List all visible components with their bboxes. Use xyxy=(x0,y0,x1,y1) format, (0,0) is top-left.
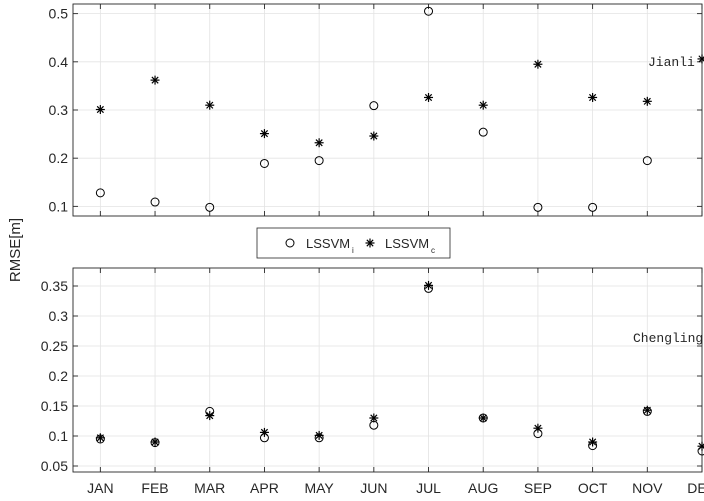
point-lssvm-i xyxy=(150,197,160,207)
point-lssvm-c xyxy=(697,441,704,451)
x-tick-label: NOV xyxy=(632,480,663,496)
point-lssvm-c xyxy=(478,100,488,110)
x-tick-label: SEP xyxy=(524,480,552,496)
jianli-panel: 0.1 0.2 0.3 0.4 0.5 Jianli xyxy=(49,3,704,217)
x-tick-label: OCT xyxy=(578,480,608,496)
point-lssvm-c xyxy=(369,131,379,141)
point-lssvm-c xyxy=(95,433,105,443)
legend-sub-i: i xyxy=(352,246,354,255)
point-lssvm-c xyxy=(95,105,105,115)
point-lssvm-c xyxy=(642,405,652,415)
y-tick-label: 0.4 xyxy=(49,54,69,70)
point-lssvm-c xyxy=(314,430,324,440)
point-lssvm-c xyxy=(424,92,434,102)
axes-frame xyxy=(72,267,703,473)
point-lssvm-c xyxy=(369,413,379,423)
point-lssvm-i xyxy=(697,446,704,456)
point-lssvm-c xyxy=(150,75,160,85)
y-tick-label: 0.1 xyxy=(49,198,69,214)
y-tick-label: 0.2 xyxy=(49,150,69,166)
point-lssvm-i xyxy=(588,202,598,212)
y-tick-label: 0.35 xyxy=(41,278,68,294)
point-lssvm-c xyxy=(314,138,324,148)
point-lssvm-i xyxy=(314,156,324,166)
x-tick-label: MAY xyxy=(304,480,334,496)
point-lssvm-c xyxy=(205,411,215,421)
point-lssvm-c xyxy=(533,59,543,69)
x-tick-label: JAN xyxy=(87,480,113,496)
point-lssvm-c xyxy=(478,413,488,423)
point-lssvm-c xyxy=(150,437,160,447)
point-lssvm-c xyxy=(642,96,652,106)
station-annotation: Jianli xyxy=(648,55,695,70)
x-tick-label: JUN xyxy=(360,480,387,496)
legend-box xyxy=(256,227,451,259)
x-tick-label: MAR xyxy=(194,480,225,496)
point-lssvm-c xyxy=(259,427,269,437)
legend-asterisk-shape xyxy=(365,238,375,248)
x-tick-label: DEC xyxy=(687,480,704,496)
point-lssvm-i xyxy=(478,127,488,137)
point-lssvm-i xyxy=(533,202,543,212)
y-tick-label: 0.3 xyxy=(49,308,69,324)
point-lssvm-c xyxy=(424,280,434,290)
y-tick-label: 0.3 xyxy=(49,102,69,118)
legend-label-lssvm-i: LSSVM xyxy=(306,236,350,251)
station-annotation: Chenglingj xyxy=(633,331,704,346)
point-lssvm-c xyxy=(697,54,704,64)
y-tick-label: 0.25 xyxy=(41,338,68,354)
point-lssvm-c xyxy=(588,437,598,447)
legend-sub-c: c xyxy=(431,246,435,255)
point-lssvm-i xyxy=(424,6,434,16)
y-tick-label: 0.5 xyxy=(49,6,69,22)
legend-label-lssvm-c: LSSVM xyxy=(385,236,429,251)
y-axis-label: RMSE[m] xyxy=(7,218,24,282)
x-tick-label: JUL xyxy=(416,480,441,496)
legend-asterisk-marker xyxy=(365,238,375,248)
legend-circle-marker xyxy=(285,238,295,248)
point-lssvm-i xyxy=(369,101,379,111)
point-lssvm-i xyxy=(95,188,105,198)
point-lssvm-c xyxy=(588,92,598,102)
y-tick-label: 0.15 xyxy=(41,398,68,414)
y-tick-label: 0.2 xyxy=(49,368,69,384)
point-lssvm-i xyxy=(642,156,652,166)
y-tick-label: 0.1 xyxy=(49,428,69,444)
point-lssvm-c xyxy=(533,423,543,433)
x-tick-label: AUG xyxy=(468,480,498,496)
y-tick-label: 0.05 xyxy=(41,458,68,474)
x-tick-label: FEB xyxy=(141,480,168,496)
point-lssvm-i xyxy=(205,202,215,212)
point-lssvm-c xyxy=(259,129,269,139)
chenglingj-panel: JAN FEB MAR APR MAY JUN JUL AUG SEP OCT NOV DEC 0.05… xyxy=(41,267,704,496)
point-lssvm-c xyxy=(205,100,215,110)
legend: LSSVM i LSSVM c xyxy=(256,227,451,259)
x-tick-label: APR xyxy=(250,480,279,496)
point-lssvm-i xyxy=(259,158,269,168)
